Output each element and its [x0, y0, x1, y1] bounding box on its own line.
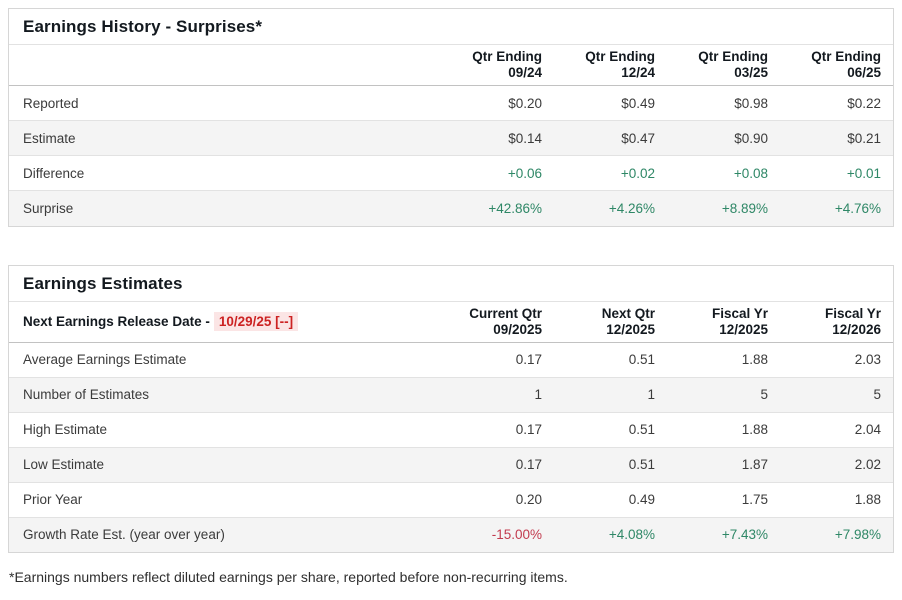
row-label: Low Estimate: [9, 447, 441, 483]
column-header-qtr-0625: Qtr Ending 06/25: [780, 45, 893, 86]
cell-value: 2.04: [780, 412, 893, 448]
cell-value: 1.88: [667, 342, 780, 378]
column-header-line2: 12/24: [621, 65, 655, 80]
column-header-line2: 03/25: [734, 65, 768, 80]
cell-value: $0.98: [667, 85, 780, 121]
column-header-fiscal-yr-2025: Fiscal Yr 12/2025: [667, 301, 780, 343]
column-header-line1: Qtr Ending: [585, 49, 655, 64]
cell-value: +0.08: [667, 155, 780, 191]
column-header-line1: Qtr Ending: [811, 49, 881, 64]
cell-value: $0.49: [554, 85, 667, 121]
earnings-history-table: Qtr Ending 09/24 Qtr Ending 12/24 Qtr En…: [9, 45, 893, 226]
cell-value: +7.43%: [721, 527, 768, 543]
cell-value: $0.14: [441, 120, 554, 156]
header-empty-cell: [9, 45, 441, 86]
header-row: Next Earnings Release Date -10/29/25 [--…: [9, 301, 893, 343]
card-gap: [8, 227, 894, 265]
cell-value: $0.21: [780, 120, 893, 156]
table-row-high-estimate: High Estimate 0.17 0.51 1.88 2.04: [9, 412, 893, 448]
column-header-next-qtr: Next Qtr 12/2025: [554, 301, 667, 343]
cell-value: $0.47: [554, 120, 667, 156]
cell-value: 1.87: [667, 447, 780, 483]
cell-value: +7.98%: [834, 527, 881, 543]
cell-value: 1: [441, 377, 554, 413]
column-header-line1: Fiscal Yr: [711, 305, 768, 321]
footnote: *Earnings numbers reflect diluted earnin…: [9, 569, 568, 585]
cell-value: 0.17: [441, 342, 554, 378]
header-row: Qtr Ending 09/24 Qtr Ending 12/24 Qtr En…: [9, 45, 893, 86]
column-header-fiscal-yr-2026: Fiscal Yr 12/2026: [780, 301, 893, 343]
earnings-estimates-table: Next Earnings Release Date -10/29/25 [--…: [9, 301, 893, 552]
cell-value: 0.51: [554, 342, 667, 378]
table-row-growth-rate-est: Growth Rate Est. (year over year) -15.00…: [9, 517, 893, 552]
column-header-qtr-1224: Qtr Ending 12/24: [554, 45, 667, 86]
cell-value: +4.26%: [608, 200, 655, 216]
release-date-label: Next Earnings Release Date -: [23, 314, 210, 329]
column-header-current-qtr: Current Qtr 09/2025: [441, 301, 554, 343]
cell-value: 0.17: [441, 412, 554, 448]
row-label: Growth Rate Est. (year over year): [23, 527, 225, 543]
table-row-surprise: Surprise +42.86% +4.26% +8.89% +4.76%: [9, 190, 893, 226]
table-row-average-earnings-estimate: Average Earnings Estimate 0.17 0.51 1.88…: [9, 342, 893, 378]
cell-value: 1.88: [667, 412, 780, 448]
next-earnings-release-date: Next Earnings Release Date -10/29/25 [--…: [9, 301, 441, 343]
cell-value: 2.03: [780, 342, 893, 378]
table-row-difference: Difference +0.06 +0.02 +0.08 +0.01: [9, 155, 893, 191]
column-header-line2: 09/2025: [493, 321, 542, 337]
column-header-line1: Fiscal Yr: [824, 305, 881, 321]
column-header-qtr-0924: Qtr Ending 09/24: [441, 45, 554, 86]
cell-value: +0.01: [780, 155, 893, 191]
cell-value: 0.51: [554, 412, 667, 448]
row-label: Number of Estimates: [9, 377, 441, 413]
cell-value: 2.02: [780, 447, 893, 483]
column-header-line1: Current Qtr: [469, 305, 542, 321]
earnings-estimates-card: Earnings Estimates Next Earnings Release…: [8, 264, 894, 553]
column-header-line2: 09/24: [508, 65, 542, 80]
column-header-qtr-0325: Qtr Ending 03/25: [667, 45, 780, 86]
column-header-line2: 12/2025: [719, 321, 768, 337]
cell-value: +4.08%: [608, 527, 655, 543]
earnings-estimates-title: Earnings Estimates: [9, 266, 893, 302]
cell-value: 5: [780, 377, 893, 413]
cell-value: +0.06: [441, 155, 554, 191]
cell-value: $0.22: [780, 85, 893, 121]
row-label: Reported: [9, 85, 441, 121]
earnings-history-card: Earnings History - Surprises* Qtr Ending…: [8, 8, 894, 227]
cell-value: +42.86%: [488, 200, 542, 216]
row-label: Estimate: [9, 120, 441, 156]
cell-value: +8.89%: [721, 200, 768, 216]
cell-value: +0.02: [554, 155, 667, 191]
cell-value: 0.20: [441, 482, 554, 518]
cell-value: 5: [667, 377, 780, 413]
column-header-line2: 12/2025: [606, 321, 655, 337]
column-header-line2: 06/25: [847, 65, 881, 80]
table-row-number-of-estimates: Number of Estimates 1 1 5 5: [9, 377, 893, 413]
cell-value: 1.75: [667, 482, 780, 518]
cell-value: $0.90: [667, 120, 780, 156]
table-row-low-estimate: Low Estimate 0.17 0.51 1.87 2.02: [9, 447, 893, 483]
table-row-estimate: Estimate $0.14 $0.47 $0.90 $0.21: [9, 120, 893, 156]
cell-value: -15.00%: [491, 527, 542, 543]
row-label: Difference: [9, 155, 441, 191]
column-header-line1: Next Qtr: [601, 305, 655, 321]
release-date-value: 10/29/25 [--]: [213, 312, 299, 331]
row-label: High Estimate: [9, 412, 441, 448]
column-header-line1: Qtr Ending: [698, 49, 768, 64]
cell-value: 1.88: [780, 482, 893, 518]
cell-value: 0.51: [554, 447, 667, 483]
cell-value: $0.20: [441, 85, 554, 121]
column-header-line1: Qtr Ending: [472, 49, 542, 64]
table-row-prior-year: Prior Year 0.20 0.49 1.75 1.88: [9, 482, 893, 518]
table-row-reported: Reported $0.20 $0.49 $0.98 $0.22: [9, 85, 893, 121]
earnings-history-title: Earnings History - Surprises*: [9, 9, 893, 45]
row-label: Surprise: [23, 200, 74, 216]
cell-value: 0.17: [441, 447, 554, 483]
cell-value: 1: [554, 377, 667, 413]
cell-value: +4.76%: [834, 200, 881, 216]
row-label: Average Earnings Estimate: [9, 342, 441, 378]
row-label: Prior Year: [9, 482, 441, 518]
column-header-line2: 12/2026: [832, 321, 881, 337]
cell-value: 0.49: [554, 482, 667, 518]
